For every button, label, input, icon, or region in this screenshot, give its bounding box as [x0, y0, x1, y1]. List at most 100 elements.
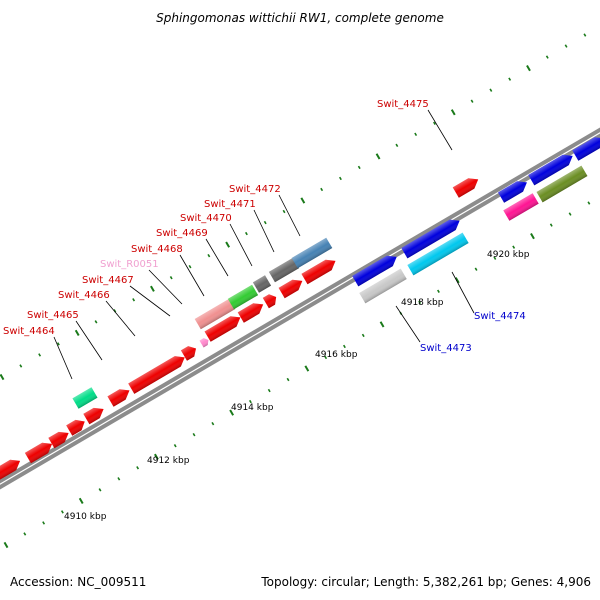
gene-label: Swit_4468 — [131, 244, 183, 255]
scale-tick — [211, 421, 215, 426]
gene-arrow-shading — [301, 259, 336, 285]
scale-tick — [433, 121, 436, 125]
gene-arrow-shading — [0, 459, 21, 481]
scale-tick — [23, 532, 27, 536]
scale-tick — [450, 109, 456, 116]
gene-label: Swit_4474 — [474, 311, 526, 322]
gene-label: Swit_4472 — [229, 184, 281, 195]
kbp-label-4910: 4910 kbp — [64, 512, 107, 522]
gene-arrow-shading — [227, 284, 259, 310]
gene-label: Swit_4465 — [27, 310, 79, 321]
gene-arrow-shading — [180, 346, 197, 361]
scale-tick — [418, 300, 422, 305]
scale-tick — [357, 165, 361, 170]
gene-arrow-shading — [204, 316, 241, 342]
label-leader-line — [229, 223, 253, 267]
gene-label: Swit_R0051 — [100, 259, 159, 270]
scale-tick — [414, 132, 418, 137]
kbp-label-4914: 4914 kbp — [231, 403, 274, 413]
scale-tick — [150, 285, 155, 292]
gene-arrow-shading — [66, 419, 85, 436]
scale-tick — [489, 88, 493, 92]
scale-tick — [324, 355, 328, 360]
gene-arrow-shading — [498, 181, 527, 203]
scale-tick — [173, 444, 177, 448]
scale-tick — [583, 33, 587, 37]
kbp-label-4918: 4918 kbp — [401, 298, 444, 308]
label-leaders — [53, 109, 475, 380]
scale-tick — [0, 373, 5, 381]
gene-label: Swit_4464 — [3, 326, 55, 337]
label-leader-line — [395, 305, 421, 343]
scale-tick — [154, 453, 159, 460]
scale-tick — [74, 329, 80, 336]
scale-tick — [38, 353, 42, 357]
gene-arrow-shading — [407, 232, 469, 276]
label-leader-line — [278, 194, 301, 237]
scale-tick — [3, 541, 9, 549]
gene-arrow-shading — [401, 219, 460, 259]
gene-arrow-shading — [528, 154, 573, 186]
map-title: Sphingomonas wittichii RW1, complete gen… — [156, 11, 444, 25]
scale-tick — [530, 233, 535, 240]
gene-label: Swit_4469 — [156, 228, 208, 239]
scale-tick — [508, 77, 512, 81]
label-leader-line — [75, 320, 103, 361]
gene-label: Swit_4475 — [377, 99, 429, 110]
scale-tick — [375, 153, 381, 160]
label-leader-line — [427, 109, 453, 151]
gene-arrow-shading — [107, 389, 130, 407]
gene-arrow-shading — [72, 387, 98, 409]
scale-tick — [192, 432, 196, 437]
scale-tick — [98, 488, 102, 492]
label-leader-line — [148, 269, 183, 305]
kbp-label-4916: 4916 kbp — [315, 350, 358, 360]
scale-tick — [94, 320, 98, 324]
gene-label: Swit_4471 — [204, 199, 256, 210]
scale-tick — [437, 289, 440, 293]
gene-arrow-shading — [359, 268, 407, 304]
kbp-label-4912: 4912 kbp — [147, 456, 190, 466]
gene-arrow-shading — [199, 338, 209, 348]
scale-tick — [78, 497, 84, 504]
gene-arrow-shading — [268, 257, 300, 283]
scale-tick — [493, 256, 497, 260]
label-leader-line — [129, 285, 171, 317]
gene-label: Swit_4470 — [180, 213, 232, 224]
scale-tick — [225, 241, 231, 248]
genome-backbone — [0, 127, 600, 490]
scale-tick — [188, 264, 192, 269]
scale-tick — [56, 342, 60, 346]
scale-tick — [267, 388, 271, 393]
scale-tick — [454, 277, 460, 284]
scale-tick — [361, 333, 365, 338]
gene-arrow-shading — [83, 407, 104, 425]
scale-tick — [19, 364, 23, 368]
label-leader-line — [179, 254, 205, 297]
scale-tick — [474, 267, 478, 271]
gene-arrow-shading — [252, 275, 272, 293]
gene-features — [0, 137, 600, 481]
scale-tick — [207, 253, 211, 258]
genome-summary-text: Topology: circular; Length: 5,382,261 bp… — [260, 575, 591, 589]
scale-tick — [395, 143, 399, 148]
scale-tick — [587, 201, 591, 205]
scale-tick — [512, 245, 516, 249]
gene-label: Swit_4473 — [420, 343, 472, 354]
scale-tick — [545, 55, 549, 59]
scale-tick — [339, 176, 342, 181]
scale-tick — [282, 209, 286, 214]
scale-tick — [300, 197, 306, 204]
scale-tick — [286, 377, 290, 382]
scale-ticks — [0, 33, 591, 549]
scale-tick — [117, 477, 121, 481]
label-leader-line — [205, 238, 229, 277]
gene-arrow-shading — [536, 165, 588, 203]
scale-tick — [526, 65, 531, 72]
gene-arrow-shading — [452, 178, 479, 198]
scale-tick — [343, 344, 346, 349]
scale-tick — [248, 399, 252, 404]
label-leader-line — [105, 300, 136, 337]
scale-tick — [470, 99, 474, 103]
